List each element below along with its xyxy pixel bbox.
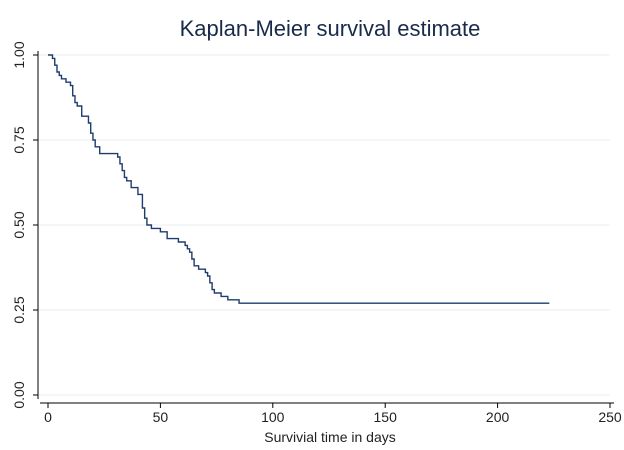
survival-curve: [48, 54, 550, 304]
series-layer: [48, 54, 550, 304]
x-tick-label: 50: [153, 409, 169, 425]
chart-title: Kaplan-Meier survival estimate: [180, 16, 481, 41]
y-tick-label: 0.75: [11, 126, 27, 153]
x-tick-label: 0: [44, 409, 52, 425]
y-tick-label: 0.00: [11, 381, 27, 408]
x-axis-label: Survivial time in days: [264, 429, 396, 445]
axis-layer: [37, 51, 614, 404]
y-tick-label: 0.50: [11, 211, 27, 238]
y-tick-label: 0.25: [11, 296, 27, 323]
x-tick-label: 200: [486, 409, 510, 425]
x-tick-label: 150: [374, 409, 398, 425]
tick-layer: 0.00 0.25 0.50 0.75 1.00 0 50 100 150 200 250: [11, 41, 622, 425]
x-tick-label: 250: [598, 409, 622, 425]
y-tick-label: 1.00: [11, 41, 27, 68]
grid-layer: [39, 54, 610, 396]
x-tick-label: 100: [261, 409, 285, 425]
